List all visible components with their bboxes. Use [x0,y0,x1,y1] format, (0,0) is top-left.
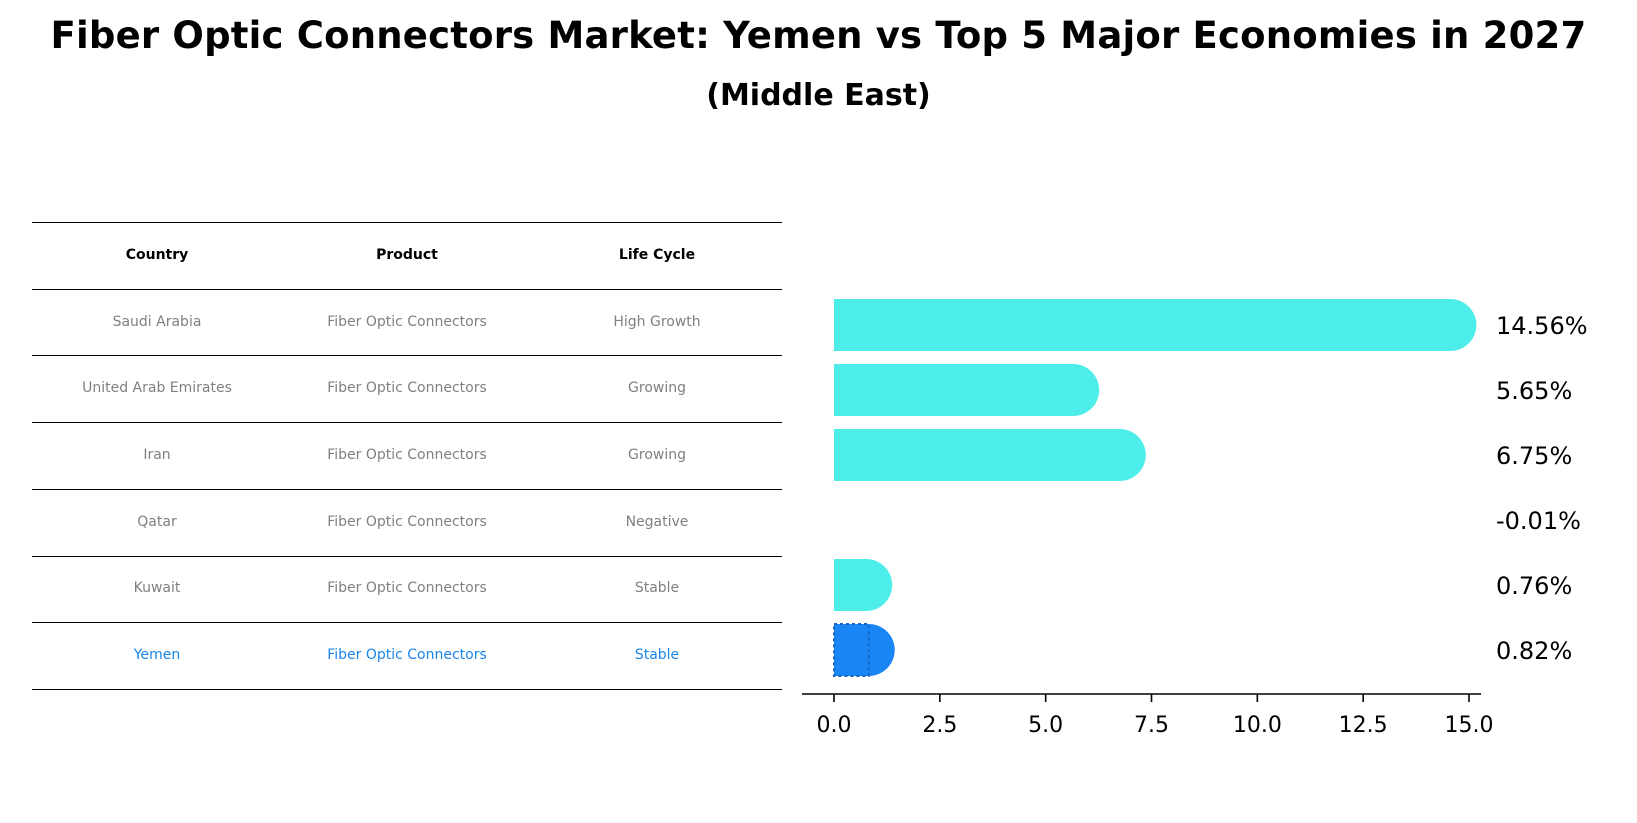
data-label: 0.76% [1496,572,1572,600]
x-tick-label: 0.0 [817,713,852,738]
table-cell-product: Fiber Optic Connectors [327,580,487,596]
chart-subtitle: (Middle East) [706,78,931,113]
table-rule [32,556,782,557]
bar-cap [1047,364,1100,416]
table-rule [32,289,782,290]
table-rule [32,422,782,423]
table-cell-life-cycle-highlight: Stable [634,647,680,663]
bar [834,364,1074,416]
table-cell-product: Fiber Optic Connectors [327,447,487,463]
table-cell-life-cycle: High Growth [613,314,701,330]
table-cell-product: Fiber Optic Connectors [327,514,487,530]
table-rule [32,622,782,623]
table-cell-country: Kuwait [133,580,181,596]
table-cell-country: Iran [143,447,171,463]
data-label: 5.65% [1496,377,1572,405]
x-tick-label: 10.0 [1233,713,1282,738]
table-rule [32,489,782,490]
table-cell-life-cycle: Growing [628,380,686,396]
bar-cap [1093,429,1146,481]
chart-title: Fiber Optic Connectors Market: Yemen vs … [50,14,1587,57]
x-tick-label: 5.0 [1028,713,1063,738]
bar-chart: 14.56% 5.65% 6.75% -0.01% 0.76% 0.82% 0.0 2.5 5.… [802,299,1588,738]
header-product: Product [376,247,438,263]
table-cell-country: Qatar [137,514,177,530]
x-tick-label: 7.5 [1134,713,1169,738]
data-label: -0.01% [1496,507,1581,535]
x-tick-label: 15.0 [1445,713,1494,738]
table-cell-country-highlight: Yemen [133,647,181,663]
bar-cap [840,559,893,611]
bar [834,429,1120,481]
table-rule [32,355,782,356]
table-cell-country: United Arab Emirates [82,380,232,396]
bar [834,299,1451,351]
table-cell-product: Fiber Optic Connectors [327,314,487,330]
table-cell-product: Fiber Optic Connectors [327,380,487,396]
bar-outline [833,623,870,677]
table-rule [32,689,782,690]
data-label: 6.75% [1496,442,1572,470]
header-country: Country [125,247,189,263]
table-cell-country: Saudi Arabia [112,314,202,330]
header-life-cycle: Life Cycle [618,247,696,263]
x-tick-label: 12.5 [1339,713,1388,738]
data-label: 14.56% [1496,312,1588,340]
table-cell-product-highlight: Fiber Optic Connectors [327,647,487,663]
table-cell-life-cycle: Stable [634,580,680,596]
table-cell-life-cycle: Negative [625,514,689,530]
x-tick-label: 2.5 [922,713,957,738]
data-label: 0.82% [1496,637,1572,665]
table-cell-life-cycle: Growing [628,447,686,463]
table-rule [32,222,782,223]
bar-cap [1424,299,1477,351]
